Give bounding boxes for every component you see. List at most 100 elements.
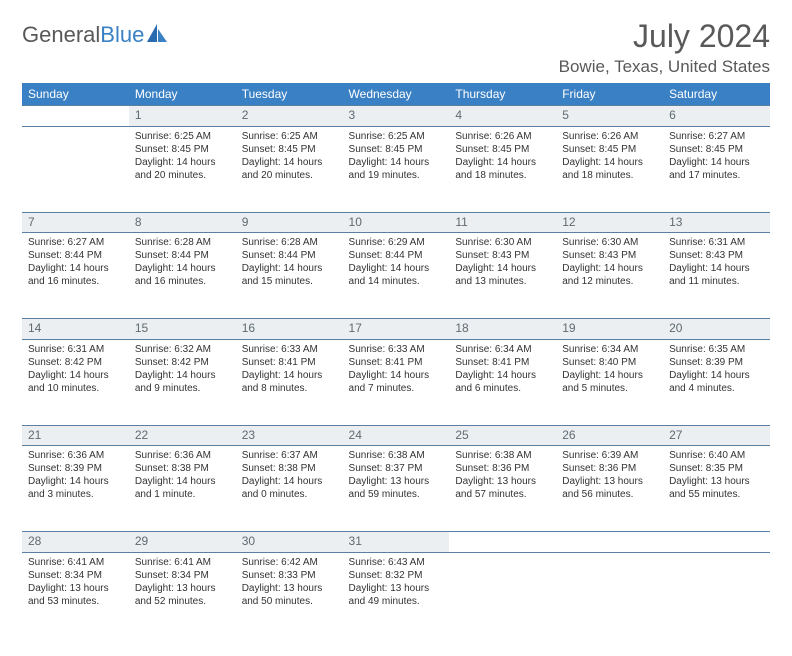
daylight-line: Daylight: 14 hours and 4 minutes. — [669, 369, 764, 395]
day-number-cell — [449, 532, 556, 553]
day-number-cell: 5 — [556, 106, 663, 127]
sunrise-line: Sunrise: 6:36 AM — [135, 449, 230, 462]
daylight-line: Daylight: 14 hours and 10 minutes. — [28, 369, 123, 395]
sunrise-line: Sunrise: 6:29 AM — [349, 236, 444, 249]
day-detail-cell: Sunrise: 6:34 AMSunset: 8:41 PMDaylight:… — [449, 339, 556, 425]
day-number-cell: 9 — [236, 212, 343, 233]
day-number-cell: 14 — [22, 319, 129, 340]
day-number-cell: 21 — [22, 425, 129, 446]
day-header: Friday — [556, 83, 663, 106]
daylight-line: Daylight: 14 hours and 8 minutes. — [242, 369, 337, 395]
day-detail-cell: Sunrise: 6:36 AMSunset: 8:39 PMDaylight:… — [22, 446, 129, 532]
day-number-row: 21222324252627 — [22, 425, 770, 446]
sunrise-line: Sunrise: 6:28 AM — [135, 236, 230, 249]
sunset-line: Sunset: 8:42 PM — [28, 356, 123, 369]
daylight-line: Daylight: 14 hours and 18 minutes. — [562, 156, 657, 182]
day-number-cell: 31 — [343, 532, 450, 553]
day-number-cell: 22 — [129, 425, 236, 446]
header: GeneralBlue July 2024 Bowie, Texas, Unit… — [22, 18, 770, 77]
day-detail-cell: Sunrise: 6:41 AMSunset: 8:34 PMDaylight:… — [22, 552, 129, 638]
day-detail-cell — [556, 552, 663, 638]
day-header: Wednesday — [343, 83, 450, 106]
logo: GeneralBlue — [22, 18, 169, 48]
sunrise-line: Sunrise: 6:39 AM — [562, 449, 657, 462]
day-detail-cell: Sunrise: 6:30 AMSunset: 8:43 PMDaylight:… — [556, 233, 663, 319]
day-number-cell: 17 — [343, 319, 450, 340]
day-number-cell: 7 — [22, 212, 129, 233]
day-detail-cell: Sunrise: 6:35 AMSunset: 8:39 PMDaylight:… — [663, 339, 770, 425]
daylight-line: Daylight: 13 hours and 49 minutes. — [349, 582, 444, 608]
daylight-line: Daylight: 14 hours and 14 minutes. — [349, 262, 444, 288]
sunset-line: Sunset: 8:45 PM — [135, 143, 230, 156]
day-detail-cell: Sunrise: 6:26 AMSunset: 8:45 PMDaylight:… — [449, 126, 556, 212]
week-row: Sunrise: 6:36 AMSunset: 8:39 PMDaylight:… — [22, 446, 770, 532]
day-number-cell: 20 — [663, 319, 770, 340]
day-number-cell: 3 — [343, 106, 450, 127]
daylight-line: Daylight: 14 hours and 13 minutes. — [455, 262, 550, 288]
day-header: Monday — [129, 83, 236, 106]
daylight-line: Daylight: 14 hours and 15 minutes. — [242, 262, 337, 288]
day-detail-cell: Sunrise: 6:34 AMSunset: 8:40 PMDaylight:… — [556, 339, 663, 425]
sunset-line: Sunset: 8:45 PM — [242, 143, 337, 156]
day-number-row: 28293031 — [22, 532, 770, 553]
day-detail-cell: Sunrise: 6:38 AMSunset: 8:36 PMDaylight:… — [449, 446, 556, 532]
sunset-line: Sunset: 8:34 PM — [135, 569, 230, 582]
day-detail-cell — [663, 552, 770, 638]
page-title: July 2024 — [559, 18, 770, 55]
day-detail-cell: Sunrise: 6:40 AMSunset: 8:35 PMDaylight:… — [663, 446, 770, 532]
day-number-cell: 27 — [663, 425, 770, 446]
logo-sail-icon — [147, 22, 169, 48]
sunrise-line: Sunrise: 6:33 AM — [349, 343, 444, 356]
day-detail-cell: Sunrise: 6:29 AMSunset: 8:44 PMDaylight:… — [343, 233, 450, 319]
daylight-line: Daylight: 14 hours and 1 minute. — [135, 475, 230, 501]
sunset-line: Sunset: 8:34 PM — [28, 569, 123, 582]
week-row: Sunrise: 6:27 AM Sunset: 8:44 PM Daylight:… — [22, 233, 770, 319]
week-row: Sunrise: 6:41 AMSunset: 8:34 PMDaylight:… — [22, 552, 770, 638]
daylight-line: Daylight: 14 hours and 20 minutes. — [135, 156, 230, 182]
daylight-line: Daylight: 13 hours and 57 minutes. — [455, 475, 550, 501]
day-detail-cell: Sunrise: 6:33 AMSunset: 8:41 PMDaylight:… — [236, 339, 343, 425]
sunset-line: Sunset: 8:39 PM — [669, 356, 764, 369]
daylight-line: Daylight: 14 hours and 6 minutes. — [455, 369, 550, 395]
sunrise-line: Sunrise: 6:26 AM — [562, 130, 657, 143]
sunset-line: Sunset: 8:42 PM — [135, 356, 230, 369]
day-detail-cell: Sunrise: 6:33 AMSunset: 8:41 PMDaylight:… — [343, 339, 450, 425]
sunset-line: Sunset: 8:45 PM — [562, 143, 657, 156]
sunrise-line: Sunrise: 6:31 AM — [28, 343, 123, 356]
day-header: Thursday — [449, 83, 556, 106]
day-detail-cell: Sunrise: 6:39 AMSunset: 8:36 PMDaylight:… — [556, 446, 663, 532]
daylight-line: Daylight: 13 hours and 52 minutes. — [135, 582, 230, 608]
daylight-line: Daylight: 13 hours and 56 minutes. — [562, 475, 657, 501]
sunset-line: Sunset: 8:43 PM — [562, 249, 657, 262]
day-number-cell: 6 — [663, 106, 770, 127]
sunrise-line: Sunrise: 6:38 AM — [349, 449, 444, 462]
sunrise-line: Sunrise: 6:27 AM — [28, 236, 123, 249]
sunrise-line: Sunrise: 6:25 AM — [242, 130, 337, 143]
sunset-line: Sunset: 8:38 PM — [242, 462, 337, 475]
day-detail-cell: Sunrise: 6:42 AMSunset: 8:33 PMDaylight:… — [236, 552, 343, 638]
sunrise-line: Sunrise: 6:34 AM — [562, 343, 657, 356]
day-detail-cell: Sunrise: 6:38 AMSunset: 8:37 PMDaylight:… — [343, 446, 450, 532]
sunset-line: Sunset: 8:45 PM — [455, 143, 550, 156]
day-detail-cell: Sunrise: 6:31 AMSunset: 8:42 PMDaylight:… — [22, 339, 129, 425]
daylight-line: Daylight: 14 hours and 19 minutes. — [349, 156, 444, 182]
daylight-line: Daylight: 14 hours and 16 minutes. — [28, 262, 123, 288]
day-number-cell: 11 — [449, 212, 556, 233]
sunrise-line: Sunrise: 6:40 AM — [669, 449, 764, 462]
sunrise-line: Sunrise: 6:30 AM — [562, 236, 657, 249]
daylight-line: Daylight: 13 hours and 53 minutes. — [28, 582, 123, 608]
sunrise-line: Sunrise: 6:42 AM — [242, 556, 337, 569]
day-number-cell — [556, 532, 663, 553]
day-number-cell: 26 — [556, 425, 663, 446]
day-number-cell: 29 — [129, 532, 236, 553]
day-number-cell: 12 — [556, 212, 663, 233]
day-detail-cell: Sunrise: 6:28 AMSunset: 8:44 PMDaylight:… — [129, 233, 236, 319]
calendar-page: GeneralBlue July 2024 Bowie, Texas, Unit… — [0, 0, 792, 656]
sunset-line: Sunset: 8:41 PM — [349, 356, 444, 369]
sunset-line: Sunset: 8:44 PM — [135, 249, 230, 262]
sunrise-line: Sunrise: 6:37 AM — [242, 449, 337, 462]
daylight-line: Daylight: 14 hours and 0 minutes. — [242, 475, 337, 501]
daylight-line: Daylight: 13 hours and 59 minutes. — [349, 475, 444, 501]
sunset-line: Sunset: 8:45 PM — [669, 143, 764, 156]
sunrise-line: Sunrise: 6:41 AM — [28, 556, 123, 569]
